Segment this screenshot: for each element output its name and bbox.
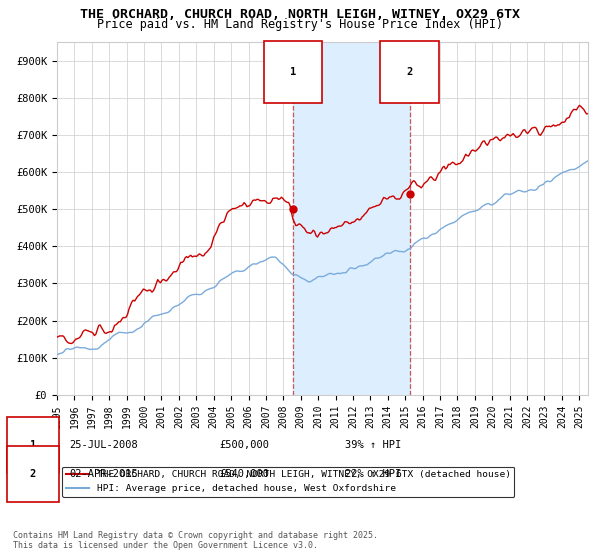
Bar [293, 42, 410, 395]
Text: 02-APR-2015: 02-APR-2015 [69, 469, 138, 479]
Text: 2: 2 [406, 67, 413, 77]
Text: 22% ↑ HPI: 22% ↑ HPI [345, 469, 401, 479]
Text: 1: 1 [30, 440, 36, 450]
Text: Price paid vs. HM Land Registry's House Price Index (HPI): Price paid vs. HM Land Registry's House … [97, 18, 503, 31]
Text: 39% ↑ HPI: 39% ↑ HPI [345, 440, 401, 450]
Text: £500,000: £500,000 [219, 440, 269, 450]
Text: THE ORCHARD, CHURCH ROAD, NORTH LEIGH, WITNEY, OX29 6TX: THE ORCHARD, CHURCH ROAD, NORTH LEIGH, W… [80, 8, 520, 21]
Text: 25-JUL-2008: 25-JUL-2008 [69, 440, 138, 450]
Text: £540,000: £540,000 [219, 469, 269, 479]
Legend: THE ORCHARD, CHURCH ROAD, NORTH LEIGH, WITNEY, OX29 6TX (detached house), HPI: A: THE ORCHARD, CHURCH ROAD, NORTH LEIGH, W… [62, 466, 514, 497]
Text: 2: 2 [30, 469, 36, 479]
Text: Contains HM Land Registry data © Crown copyright and database right 2025.
This d: Contains HM Land Registry data © Crown c… [13, 530, 378, 550]
Text: 1: 1 [290, 67, 296, 77]
